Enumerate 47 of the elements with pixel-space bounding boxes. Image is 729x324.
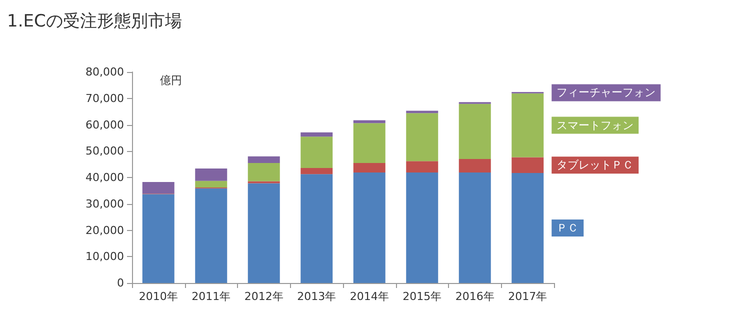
y-axis-title: 億円 <box>160 74 182 87</box>
y-tick-label: 10,000 <box>86 250 124 264</box>
series-label: ＰＣ <box>556 222 579 235</box>
y-tick-label: 80,000 <box>86 66 124 78</box>
bar <box>142 182 174 194</box>
series-label: タブレットＰＣ <box>556 158 634 172</box>
bar <box>512 173 544 283</box>
y-tick-label: 30,000 <box>86 197 124 210</box>
bar <box>353 123 386 163</box>
series-label: フィーチャーフォン <box>556 86 656 100</box>
y-tick-label: 70,000 <box>86 92 124 105</box>
bar <box>195 168 228 181</box>
series-label: スマートフォン <box>556 118 634 132</box>
bar <box>248 156 280 163</box>
x-tick-label: 2017年 <box>508 290 548 303</box>
bar <box>458 159 491 172</box>
bar <box>458 172 491 283</box>
bar <box>512 157 544 174</box>
x-tick-label: 2013年 <box>297 290 336 303</box>
y-tick-label: 40,000 <box>86 171 124 184</box>
bar <box>512 93 544 158</box>
x-tick-label: 2016年 <box>455 290 494 303</box>
bar <box>300 136 333 168</box>
bar <box>353 162 386 172</box>
y-tick-label: 0 <box>117 276 124 290</box>
bar <box>406 161 438 172</box>
bar <box>248 183 280 283</box>
x-tick-label: 2011年 <box>192 290 231 303</box>
bar <box>353 172 386 283</box>
bar <box>406 172 438 283</box>
bar <box>300 132 333 137</box>
x-tick-label: 2012年 <box>244 290 284 303</box>
bar <box>458 104 491 160</box>
bar <box>142 194 174 283</box>
bar <box>195 180 228 188</box>
bar <box>300 168 333 174</box>
bar <box>195 188 228 283</box>
bar <box>248 162 280 182</box>
bar <box>406 113 438 162</box>
chart-title: 1.ECの受注形態別市場 <box>7 12 182 32</box>
y-tick-label: 20,000 <box>86 224 124 237</box>
y-tick-label: 60,000 <box>86 118 124 132</box>
y-tick-label: 50,000 <box>86 144 124 158</box>
x-tick-label: 2015年 <box>402 290 442 303</box>
x-tick-label: 2014年 <box>350 290 389 303</box>
x-tick-label: 2010年 <box>138 290 178 303</box>
bar <box>300 174 333 283</box>
